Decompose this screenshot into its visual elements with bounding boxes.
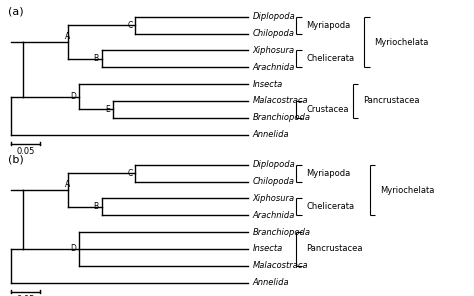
Text: Myriapoda: Myriapoda	[306, 169, 351, 178]
Text: C: C	[128, 21, 133, 30]
Text: D: D	[70, 92, 76, 101]
Text: Pancrustacea: Pancrustacea	[363, 96, 419, 105]
Text: Chilopoda: Chilopoda	[253, 177, 295, 186]
Text: (b): (b)	[9, 155, 24, 165]
Text: B: B	[94, 202, 99, 211]
Text: B: B	[94, 54, 99, 63]
Text: Annelida: Annelida	[253, 278, 290, 287]
Text: Pancrustacea: Pancrustacea	[306, 244, 363, 253]
Text: Arachnida: Arachnida	[253, 211, 295, 220]
Text: Chelicerata: Chelicerata	[306, 54, 355, 63]
Text: A: A	[65, 32, 70, 41]
Text: Myriochelata: Myriochelata	[374, 38, 428, 46]
Text: E: E	[105, 105, 110, 114]
Text: Chilopoda: Chilopoda	[253, 29, 295, 38]
Text: Branchiopoda: Branchiopoda	[253, 113, 311, 122]
Text: (a): (a)	[9, 7, 24, 17]
Text: Chelicerata: Chelicerata	[306, 202, 355, 211]
Text: Malacostraca: Malacostraca	[253, 96, 309, 105]
Text: 0.05: 0.05	[16, 147, 35, 156]
Text: Myriochelata: Myriochelata	[380, 186, 434, 194]
Text: D: D	[70, 244, 76, 253]
Text: Insecta: Insecta	[253, 80, 283, 89]
Text: Crustacea: Crustacea	[306, 105, 349, 114]
Text: 0.05: 0.05	[16, 295, 35, 296]
Text: Myriapoda: Myriapoda	[306, 21, 351, 30]
Text: Annelida: Annelida	[253, 130, 290, 139]
Text: C: C	[128, 169, 133, 178]
Text: Branchiopoda: Branchiopoda	[253, 228, 311, 237]
Text: A: A	[65, 180, 70, 189]
Text: Malacostraca: Malacostraca	[253, 261, 309, 270]
Text: Diplopoda: Diplopoda	[253, 12, 296, 21]
Text: Arachnida: Arachnida	[253, 63, 295, 72]
Text: Xiphosura: Xiphosura	[253, 194, 295, 203]
Text: Xiphosura: Xiphosura	[253, 46, 295, 55]
Text: Diplopoda: Diplopoda	[253, 160, 296, 169]
Text: Insecta: Insecta	[253, 244, 283, 253]
